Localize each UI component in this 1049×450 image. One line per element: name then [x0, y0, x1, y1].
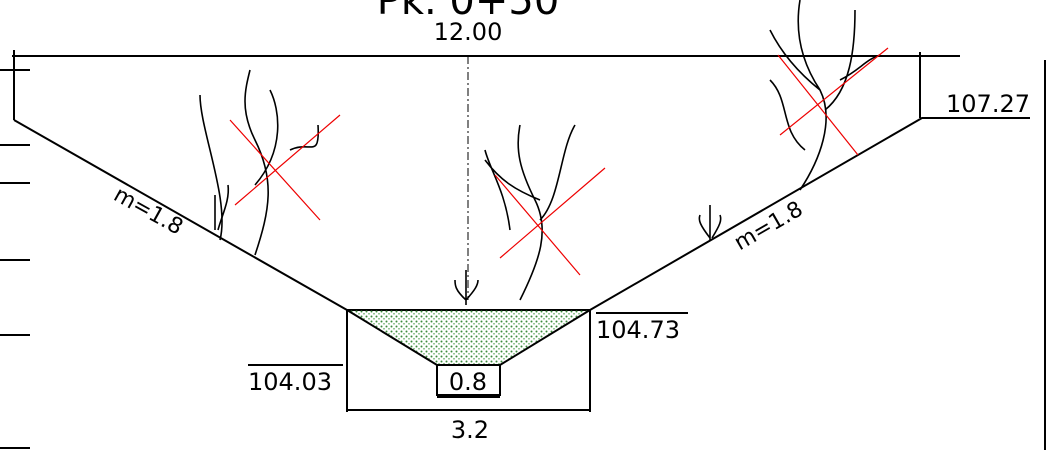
bottom-box	[436, 364, 501, 396]
channel-bottom-elevation: 104.03	[248, 368, 332, 396]
top-width: 12.00	[434, 18, 503, 46]
channel-width: 3.2	[451, 416, 489, 444]
top-elevation: 107.27	[946, 90, 1030, 118]
title: Pk. 0+50	[377, 0, 560, 24]
left-ticks	[0, 69, 30, 449]
channel-top-elevation: 104.73	[596, 316, 680, 344]
left-slope: m=1.8	[109, 182, 187, 240]
vegetation-fill	[347, 310, 590, 365]
tree-symbols	[199, 0, 889, 305]
bottom-width: 0.8	[449, 368, 487, 396]
